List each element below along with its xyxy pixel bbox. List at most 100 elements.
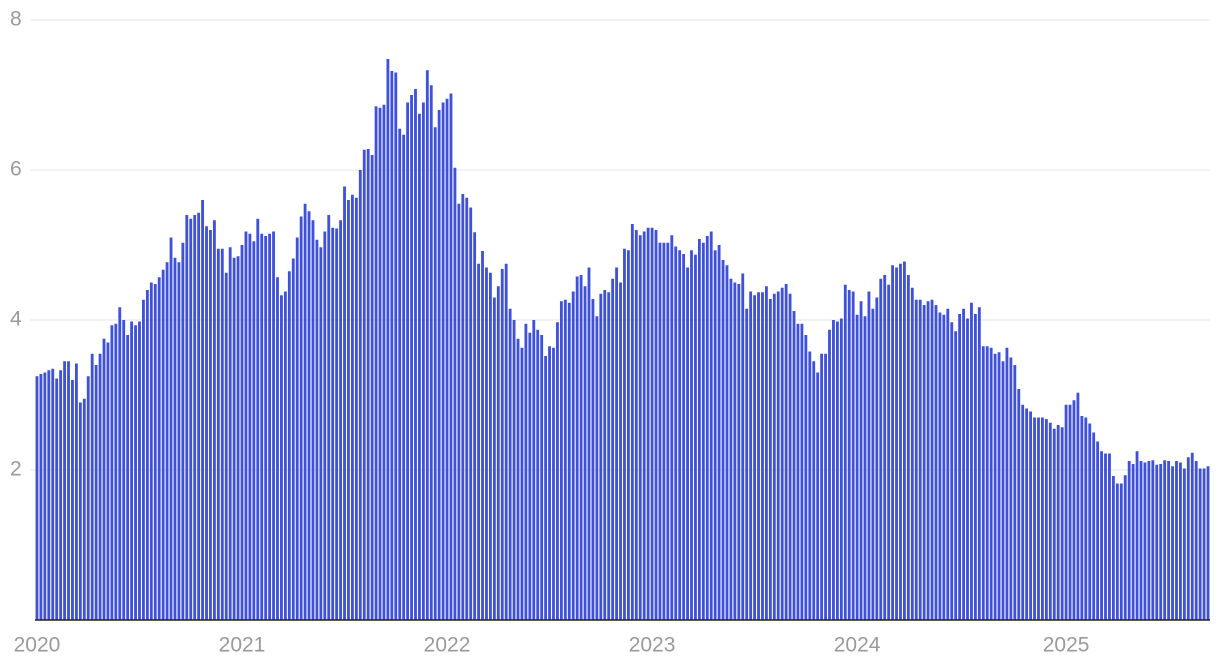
bar bbox=[406, 102, 410, 620]
bar bbox=[548, 346, 551, 620]
bar bbox=[1068, 404, 1072, 620]
bar bbox=[863, 316, 867, 620]
bar bbox=[615, 267, 619, 620]
bar bbox=[745, 308, 749, 620]
bar bbox=[181, 242, 185, 620]
bar bbox=[532, 320, 536, 620]
bar bbox=[1052, 428, 1056, 620]
bar bbox=[595, 316, 599, 620]
bar bbox=[899, 263, 902, 620]
bar bbox=[465, 197, 469, 620]
bar bbox=[985, 346, 989, 620]
bar bbox=[1005, 347, 1009, 620]
bar bbox=[879, 278, 883, 620]
bar bbox=[1088, 423, 1092, 620]
bar bbox=[1080, 416, 1084, 620]
bar bbox=[903, 261, 906, 620]
bar bbox=[1202, 468, 1206, 620]
bar bbox=[812, 361, 816, 620]
bar bbox=[1159, 464, 1163, 620]
bar bbox=[721, 260, 725, 620]
bar bbox=[177, 262, 181, 620]
bar bbox=[1001, 361, 1005, 620]
bar bbox=[418, 113, 421, 620]
x-tick-label: 2021 bbox=[219, 634, 266, 657]
bar bbox=[382, 104, 386, 620]
bar bbox=[102, 338, 106, 620]
bar bbox=[457, 203, 461, 620]
bar bbox=[414, 89, 417, 620]
bar bbox=[429, 85, 433, 620]
bar bbox=[256, 218, 260, 620]
bar bbox=[481, 251, 484, 620]
bar bbox=[47, 370, 51, 620]
bar bbox=[658, 242, 662, 620]
bar bbox=[362, 149, 366, 620]
bar bbox=[1017, 389, 1021, 620]
bar bbox=[402, 134, 406, 620]
bar bbox=[165, 262, 169, 620]
bar bbox=[421, 102, 425, 620]
bar bbox=[1044, 419, 1048, 620]
bar bbox=[283, 291, 287, 620]
bar bbox=[891, 265, 895, 620]
bar bbox=[1155, 464, 1159, 620]
bar bbox=[134, 325, 137, 620]
bar bbox=[1100, 451, 1103, 620]
bar bbox=[591, 299, 595, 620]
bar bbox=[958, 314, 962, 620]
bar bbox=[804, 335, 808, 620]
bar bbox=[970, 302, 973, 620]
bar bbox=[1029, 411, 1033, 620]
bar bbox=[512, 320, 516, 620]
bar bbox=[260, 233, 264, 620]
bar bbox=[378, 107, 382, 620]
bar bbox=[287, 271, 291, 620]
bar bbox=[358, 170, 362, 620]
bar bbox=[741, 273, 745, 620]
bar bbox=[485, 267, 488, 620]
bar bbox=[425, 70, 429, 620]
bar bbox=[832, 320, 835, 620]
bar bbox=[323, 231, 327, 620]
bar bbox=[654, 230, 658, 620]
bar bbox=[126, 335, 130, 620]
bar bbox=[1096, 441, 1100, 620]
bar bbox=[1115, 483, 1119, 620]
bar bbox=[1064, 404, 1068, 620]
bar bbox=[926, 301, 930, 620]
bar bbox=[895, 267, 898, 620]
bar bbox=[1139, 461, 1143, 620]
bar bbox=[1037, 417, 1040, 620]
bar bbox=[74, 363, 78, 620]
bar bbox=[39, 374, 43, 620]
bar bbox=[347, 200, 350, 620]
bar bbox=[626, 250, 630, 620]
bar bbox=[173, 257, 177, 620]
bar bbox=[540, 335, 544, 620]
bar bbox=[682, 254, 686, 620]
bar bbox=[670, 235, 674, 620]
bar bbox=[343, 186, 346, 620]
bar bbox=[946, 308, 950, 620]
bar bbox=[240, 245, 244, 620]
bar bbox=[662, 242, 666, 620]
bar bbox=[690, 250, 693, 620]
bar bbox=[611, 278, 615, 620]
bar bbox=[883, 275, 887, 620]
bar bbox=[717, 245, 721, 620]
bar bbox=[295, 237, 299, 620]
bar bbox=[867, 291, 871, 620]
bar bbox=[185, 215, 189, 620]
bar bbox=[268, 233, 272, 620]
bar bbox=[110, 325, 114, 620]
bar bbox=[516, 338, 520, 620]
bar bbox=[954, 331, 958, 620]
bar bbox=[583, 286, 587, 620]
bar bbox=[638, 235, 642, 620]
bar bbox=[94, 365, 98, 620]
bar bbox=[725, 265, 729, 620]
bar bbox=[272, 231, 275, 620]
bar bbox=[607, 292, 611, 620]
bar bbox=[453, 167, 457, 620]
